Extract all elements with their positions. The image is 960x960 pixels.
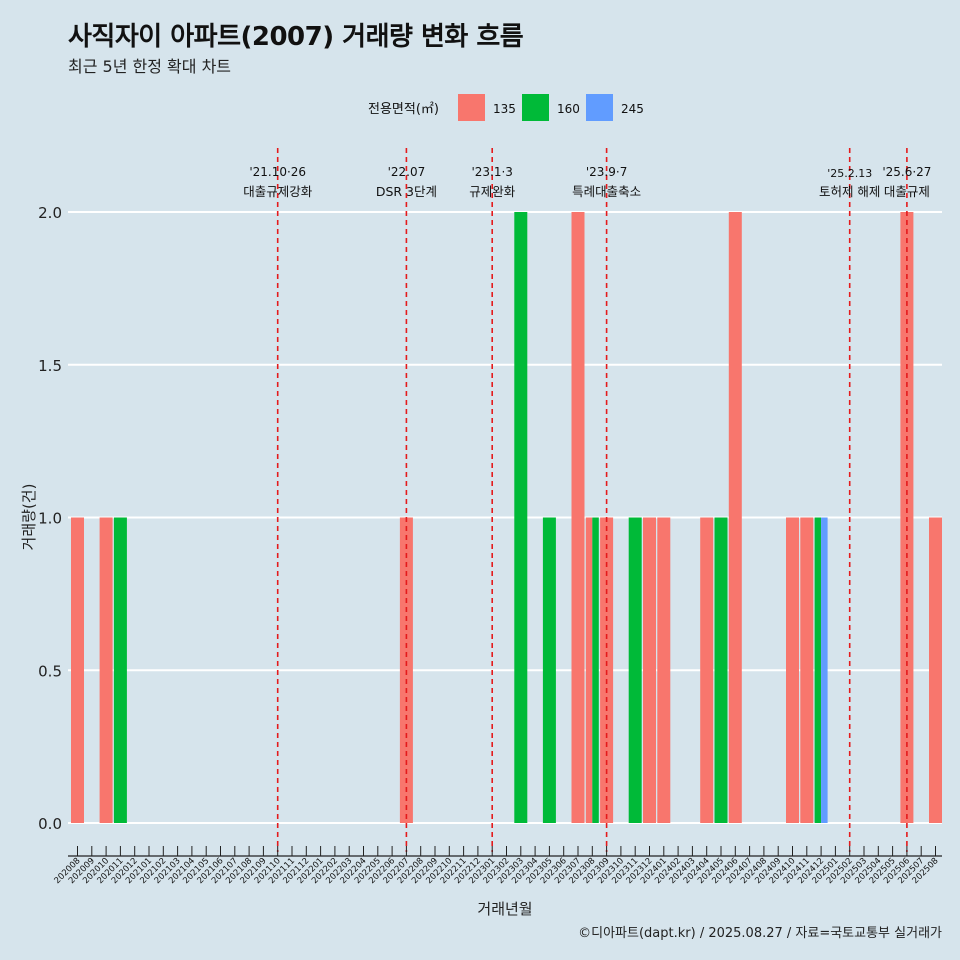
legend-label-135: 135 bbox=[493, 102, 516, 116]
bar-202010-135 bbox=[99, 517, 113, 823]
bar-202308-160 bbox=[592, 517, 599, 823]
event-date-label: '23.1·3 bbox=[471, 165, 512, 179]
event-date-label: '25.2.13 bbox=[827, 167, 872, 180]
event-date-label: '22.07 bbox=[388, 165, 426, 179]
event-text-label: 토허제 해제 bbox=[819, 184, 880, 199]
legend-swatch-135 bbox=[458, 94, 485, 121]
bar-202303-160 bbox=[514, 212, 528, 823]
event-text-label: 규제완화 bbox=[469, 184, 516, 199]
bar-202307-135 bbox=[571, 212, 585, 823]
legend-swatch-160 bbox=[522, 94, 549, 121]
bar-202412-245 bbox=[821, 517, 828, 823]
bar-202308-135 bbox=[585, 517, 593, 823]
bar-202410-135 bbox=[786, 517, 799, 823]
legend-swatch-245 bbox=[586, 94, 613, 121]
legend-title: 전용면적(㎡) bbox=[368, 102, 439, 117]
y-tick-label: 2.0 bbox=[38, 204, 62, 222]
event-date-label: '25.6·27 bbox=[882, 165, 931, 179]
bar-202405-160 bbox=[714, 517, 728, 823]
bar-202508-135 bbox=[929, 517, 942, 823]
bar-202312-135 bbox=[643, 517, 656, 823]
x-axis-title: 거래년월 bbox=[477, 900, 532, 918]
y-tick-label: 0.5 bbox=[38, 662, 62, 680]
event-text-label: 대출규제강화 bbox=[243, 184, 313, 199]
event-text-label: 특례대출축소 bbox=[572, 184, 641, 199]
y-tick-label: 0.0 bbox=[38, 815, 62, 833]
chart-title: 사직자이 아파트(2007) 거래량 변화 흐름 bbox=[68, 22, 524, 52]
source-caption: ©디아파트(dapt.kr) / 2025.08.27 / 자료=국토교통부 실… bbox=[578, 926, 942, 941]
legend-label-245: 245 bbox=[621, 102, 644, 116]
bar-202311-160 bbox=[628, 517, 642, 823]
chart-subtitle: 최근 5년 한정 확대 차트 bbox=[68, 57, 232, 76]
event-date-label: '23.9·7 bbox=[586, 165, 627, 179]
legend-label-160: 160 bbox=[557, 102, 580, 116]
bar-202401-135 bbox=[657, 517, 671, 823]
bar-202011-160 bbox=[113, 517, 127, 823]
bar-202305-160 bbox=[542, 517, 556, 823]
bar-202406-135 bbox=[728, 212, 742, 823]
y-tick-label: 1.0 bbox=[38, 510, 62, 528]
event-date-label: '21.10·26 bbox=[249, 165, 306, 179]
event-text-label: DSR 3단계 bbox=[376, 184, 437, 199]
y-axis-title: 거래량(건) bbox=[20, 484, 38, 551]
bar-202008-135 bbox=[71, 517, 84, 823]
bar-202412-160 bbox=[814, 517, 822, 823]
event-text-label: 대출규제 bbox=[884, 184, 930, 199]
bar-202411-135 bbox=[800, 517, 814, 823]
y-tick-label: 1.5 bbox=[38, 357, 62, 375]
bar-202404-135 bbox=[700, 517, 714, 823]
